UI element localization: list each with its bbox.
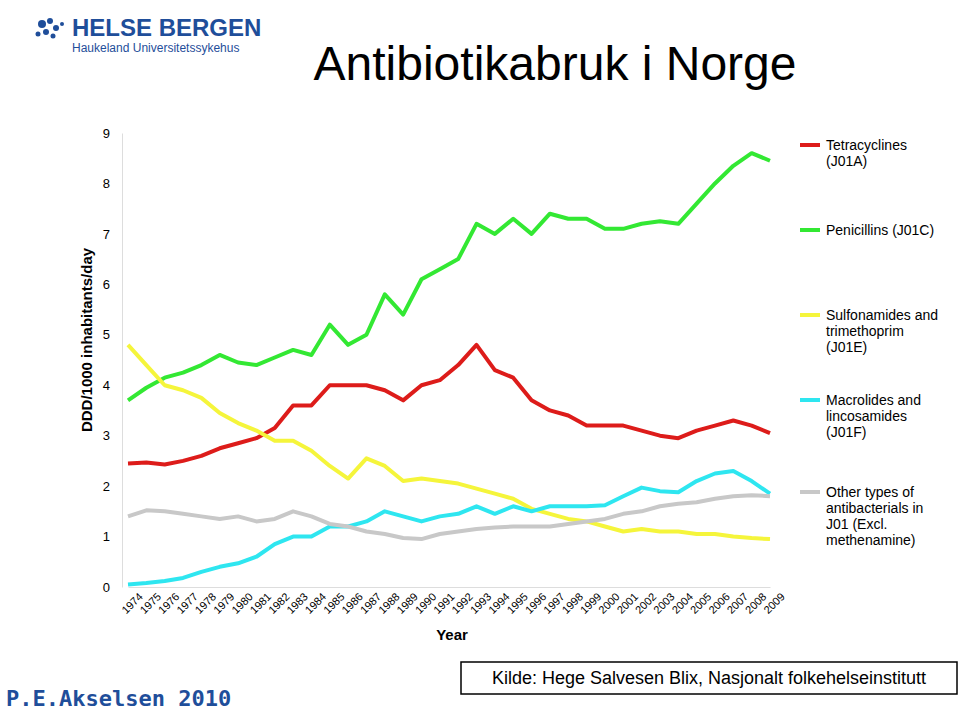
y-tick-label: 4 bbox=[103, 378, 110, 393]
legend-label: Sulfonamides andtrimethoprim(J01E) bbox=[826, 307, 938, 355]
chart: HELSE BERGENHaukeland Universitetssykehu… bbox=[0, 0, 960, 713]
logo-dot bbox=[51, 34, 56, 39]
legend-swatch bbox=[800, 228, 820, 232]
legend-swatch bbox=[800, 490, 820, 494]
legend: Tetracyclines(J01A) Penicillins (J01C) Sul… bbox=[800, 137, 938, 548]
legend-label: Tetracyclines(J01A) bbox=[826, 137, 907, 169]
y-tick: 1 bbox=[103, 529, 122, 544]
y-tick: 9 bbox=[103, 126, 122, 141]
y-tick: 4 bbox=[103, 378, 122, 393]
x-tick-label: 2009 bbox=[761, 590, 787, 616]
y-tick: 2 bbox=[103, 479, 122, 494]
y-tick: 6 bbox=[103, 277, 122, 292]
y-tick-label: 7 bbox=[103, 227, 110, 242]
title: Antibiotikabruk i Norge bbox=[314, 37, 797, 90]
legend-label: Other types ofantibacterials inJ01 (Excl… bbox=[826, 484, 923, 548]
x-tick: 2009 bbox=[761, 587, 787, 616]
legend-swatch bbox=[800, 313, 820, 317]
logo-dot bbox=[60, 22, 64, 26]
plot-area bbox=[128, 153, 770, 584]
logo-dot bbox=[43, 29, 49, 35]
y-tick: 0 bbox=[103, 580, 122, 595]
legend-item: Sulfonamides andtrimethoprim(J01E) bbox=[800, 307, 938, 355]
y-tick-label: 3 bbox=[103, 428, 110, 443]
x-axis-line bbox=[129, 587, 771, 588]
y-axis-line bbox=[122, 134, 123, 588]
y-axis: 0 1 2 3 4 5 6 7 8 9 bbox=[103, 126, 123, 595]
y-tick: 7 bbox=[103, 227, 122, 242]
x-axis-title: Year bbox=[436, 626, 468, 643]
y-tick-label: 0 bbox=[103, 580, 110, 595]
logo-dot bbox=[47, 18, 53, 24]
y-tick-label: 1 bbox=[103, 529, 110, 544]
legend-item: Macrolides andlincosamides(J01F) bbox=[800, 392, 921, 440]
series-line bbox=[128, 345, 770, 539]
y-tick-label: 6 bbox=[103, 277, 110, 292]
y-tick: 8 bbox=[103, 176, 122, 191]
legend-item: Penicillins (J01C) bbox=[800, 222, 934, 238]
source-box bbox=[461, 662, 957, 694]
series-line bbox=[128, 153, 770, 400]
author: P.E.Akselsen 2010 bbox=[6, 686, 231, 711]
series-line bbox=[128, 471, 770, 585]
logo-subtitle: Haukeland Universitetssykehus bbox=[72, 41, 239, 55]
y-tick-label: 9 bbox=[103, 126, 110, 141]
series-line bbox=[128, 495, 770, 539]
y-tick-label: 2 bbox=[103, 479, 110, 494]
legend-item: Other types ofantibacterials inJ01 (Excl… bbox=[800, 484, 923, 548]
source: Kilde: Hege Salvesen Blix, Nasjonalt fol… bbox=[492, 668, 926, 688]
legend-swatch bbox=[800, 143, 820, 147]
logo: HELSE BERGENHaukeland Universitetssykehu… bbox=[36, 14, 262, 55]
logo-title: HELSE BERGEN bbox=[72, 14, 261, 41]
logo-dot bbox=[36, 32, 41, 37]
y-tick: 5 bbox=[103, 327, 122, 342]
legend-label: Macrolides andlincosamides(J01F) bbox=[826, 392, 921, 440]
x-axis: 1974197519761977197819791980198119821983… bbox=[119, 587, 787, 616]
logo-dot bbox=[53, 25, 59, 31]
y-tick: 3 bbox=[103, 428, 122, 443]
y-tick-label: 8 bbox=[103, 176, 110, 191]
series-line bbox=[128, 345, 770, 465]
legend-item: Tetracyclines(J01A) bbox=[800, 137, 907, 169]
y-tick-label: 5 bbox=[103, 327, 110, 342]
logo-dot bbox=[38, 20, 46, 28]
legend-swatch bbox=[800, 398, 820, 402]
y-axis-title: DDD/1000 inhabitants/day bbox=[78, 247, 95, 432]
legend-label: Penicillins (J01C) bbox=[826, 222, 934, 238]
